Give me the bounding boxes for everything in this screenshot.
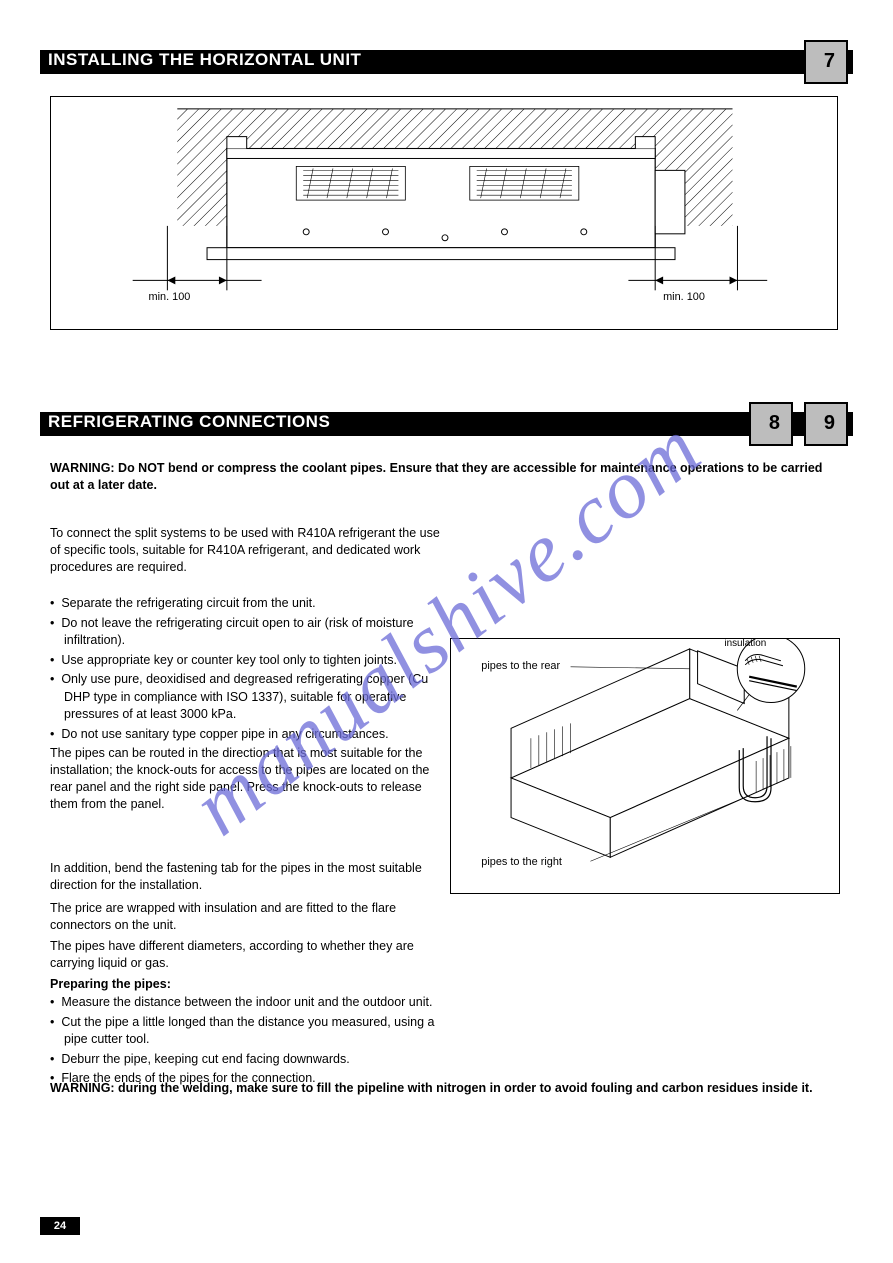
- label-insul: insulation: [724, 639, 766, 649]
- paragraph-2: The pipes can be routed in the direction…: [50, 745, 435, 813]
- bullet-list-1: Separate the refrigerating circuit from …: [50, 595, 435, 745]
- list-item: Cut the pipe a little longed than the di…: [50, 1014, 435, 1049]
- section-number-2a: 8: [769, 412, 780, 435]
- paragraph-3a: In addition, bend the fastening tab for …: [50, 860, 435, 894]
- warning-text-2: WARNING: during the welding, make sure t…: [50, 1080, 840, 1098]
- section-title-1: INSTALLING THE HORIZONTAL UNIT: [48, 50, 361, 70]
- warning-text-1: WARNING: Do NOT bend or compress the coo…: [50, 460, 838, 494]
- paragraph-3b: The price are wrapped with insulation an…: [50, 900, 435, 934]
- paragraph-3c: The pipes have different diameters, acco…: [50, 938, 435, 972]
- label-right: pipes to the right: [481, 856, 562, 868]
- min-right-label: min. 100: [663, 291, 705, 303]
- clearance-diagram: min. 100 min. 100: [50, 96, 838, 330]
- section-title-2: REFRIGERATING CONNECTIONS: [48, 412, 330, 432]
- paragraph-1: To connect the split systems to be used …: [50, 525, 450, 576]
- bullet-list-2: Measure the distance between the indoor …: [50, 994, 435, 1090]
- preparing-heading: Preparing the pipes:: [50, 977, 435, 991]
- section-number-2b: 9: [824, 412, 835, 435]
- page-number: 24: [40, 1217, 80, 1235]
- list-item: Measure the distance between the indoor …: [50, 994, 435, 1012]
- section-number-1: 7: [824, 50, 835, 73]
- pipe-routing-diagram: pipes to the rear pipes to the right ins…: [450, 638, 840, 894]
- list-item: Do not leave the refrigerating circuit o…: [50, 615, 435, 650]
- min-left-label: min. 100: [149, 291, 191, 303]
- label-rear: pipes to the rear: [481, 660, 560, 672]
- list-item: Use appropriate key or counter key tool …: [50, 652, 435, 670]
- list-item: Separate the refrigerating circuit from …: [50, 595, 435, 613]
- list-item: Deburr the pipe, keeping cut end facing …: [50, 1051, 435, 1069]
- list-item: Do not use sanitary type copper pipe in …: [50, 726, 435, 744]
- list-item: Only use pure, deoxidised and degreased …: [50, 671, 435, 724]
